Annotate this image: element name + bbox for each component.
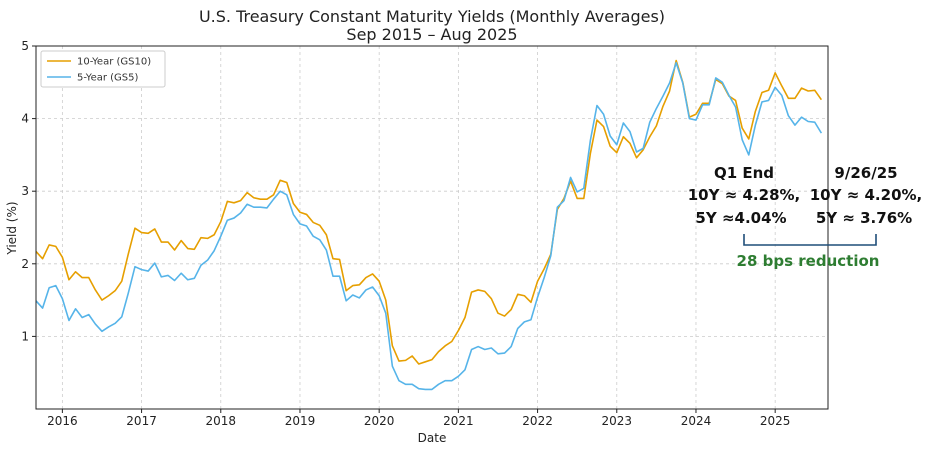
y-axis-label: Yield (%) xyxy=(5,201,19,255)
series-line-gs10 xyxy=(35,59,823,365)
annotation-current-5y: 5Y ≈ 3.76% xyxy=(816,209,912,227)
annotation-bracket xyxy=(743,234,877,246)
axis-ticks: 2016 2017 2018 2019 2020 2021 2022 2023 2024 2025… xyxy=(21,39,790,428)
x-tick-label: 2016 xyxy=(47,414,78,428)
annotation-block: Q1 End 10Y ≈ 4.28%, 5Y ≈4.04% 9/26/25 10… xyxy=(688,164,923,270)
chart-subtitle: Sep 2015 – Aug 2025 xyxy=(346,25,517,44)
annotation-q1-5y: 5Y ≈4.04% xyxy=(695,209,786,227)
chart-title: U.S. Treasury Constant Maturity Yields (… xyxy=(199,7,665,26)
annotation-current-10y: 10Y ≈ 4.20%, xyxy=(810,186,923,204)
y-tick-label: 3 xyxy=(21,184,29,198)
x-tick-label: 2018 xyxy=(206,414,237,428)
x-tick-label: 2021 xyxy=(443,414,474,428)
y-tick-label: 1 xyxy=(21,329,29,343)
plot-frame xyxy=(35,45,829,410)
annotation-reduction: 28 bps reduction xyxy=(737,252,880,270)
x-tick-label: 2023 xyxy=(602,414,633,428)
legend-label-gs10: 10-Year (GS10) xyxy=(77,57,151,68)
annotation-current-label: 9/26/25 xyxy=(834,164,897,182)
legend-box xyxy=(40,50,166,88)
y-tick-label: 2 xyxy=(21,257,29,271)
x-tick-label: 2020 xyxy=(364,414,395,428)
legend-label-gs5: 5-Year (GS5) xyxy=(77,73,138,84)
y-tick-label: 5 xyxy=(21,39,29,53)
x-tick-label: 2017 xyxy=(126,414,157,428)
legend: 10-Year (GS10) 5-Year (GS5) xyxy=(40,50,166,88)
x-axis-label: Date xyxy=(418,431,447,445)
annotation-q1-label: Q1 End xyxy=(714,164,774,182)
series-line-gs5 xyxy=(35,61,823,391)
y-tick-label: 4 xyxy=(21,112,29,126)
series-lines xyxy=(35,59,823,391)
x-tick-label: 2025 xyxy=(760,414,791,428)
annotation-q1-10y: 10Y ≈ 4.28%, xyxy=(688,186,801,204)
x-tick-label: 2019 xyxy=(285,414,316,428)
x-tick-label: 2024 xyxy=(681,414,712,428)
x-tick-label: 2022 xyxy=(522,414,553,428)
